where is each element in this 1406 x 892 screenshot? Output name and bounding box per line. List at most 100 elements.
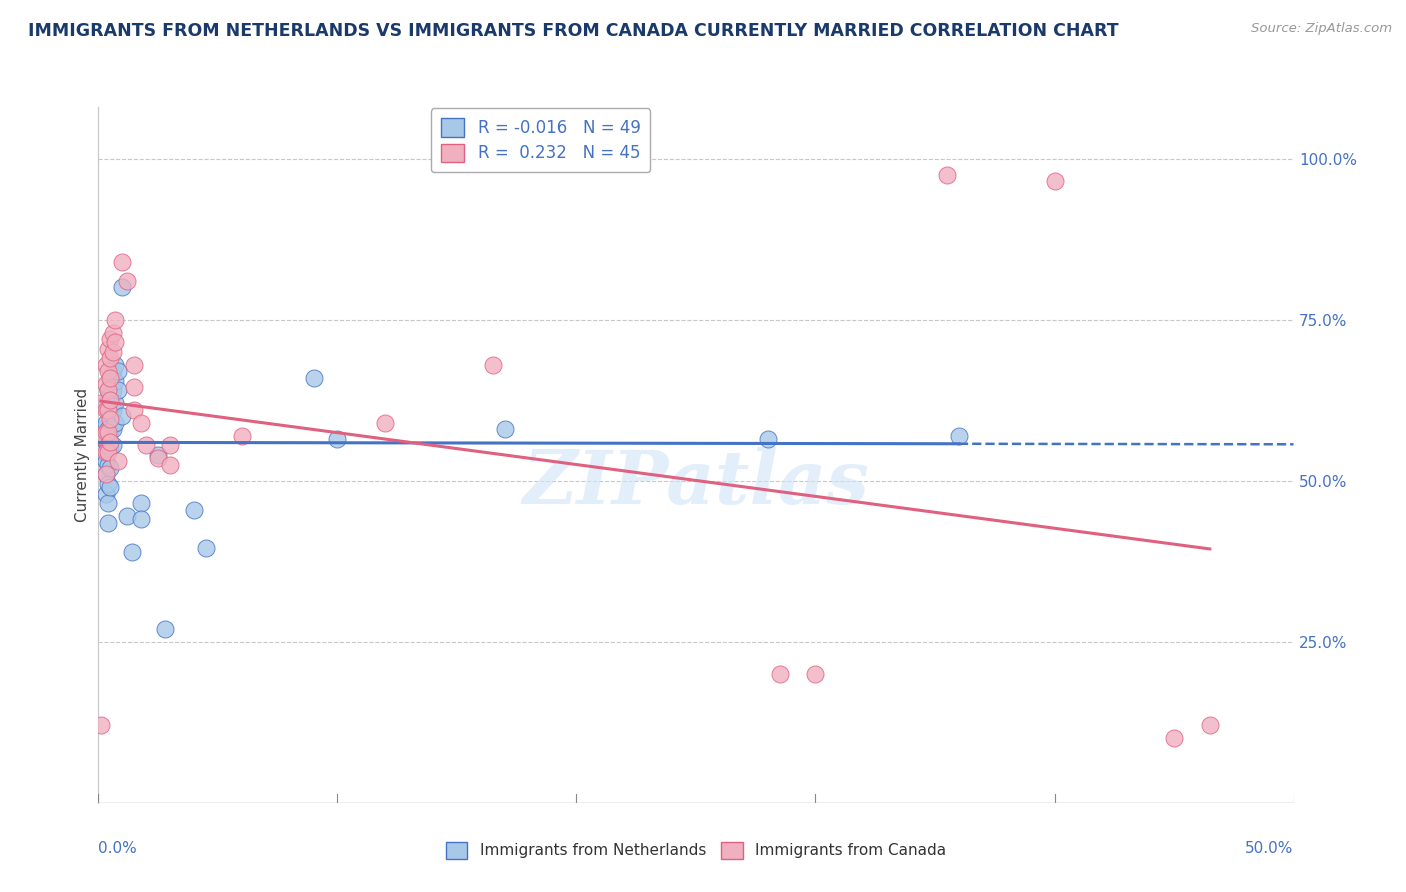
- Point: [231, 428, 253, 442]
- Point: [91, 422, 114, 436]
- Point: [98, 370, 122, 384]
- Point: [97, 496, 120, 510]
- Point: [148, 451, 170, 466]
- Point: [104, 312, 127, 326]
- Point: [90, 718, 112, 732]
- Point: [94, 358, 117, 372]
- Point: [111, 409, 134, 424]
- Point: [131, 512, 153, 526]
- Point: [98, 460, 122, 475]
- Point: [756, 432, 779, 446]
- Point: [98, 480, 122, 494]
- Point: [104, 416, 127, 430]
- Point: [107, 454, 129, 468]
- Point: [98, 406, 122, 420]
- Point: [374, 416, 396, 430]
- Point: [97, 402, 120, 417]
- Point: [97, 438, 120, 452]
- Point: [948, 428, 970, 442]
- Point: [494, 422, 516, 436]
- Point: [135, 438, 157, 452]
- Point: [148, 448, 170, 462]
- Point: [94, 435, 117, 450]
- Point: [124, 380, 146, 394]
- Point: [1198, 718, 1220, 732]
- Point: [98, 370, 122, 384]
- Point: [97, 402, 120, 417]
- Point: [159, 458, 181, 472]
- Point: [94, 377, 117, 392]
- Text: 0.0%: 0.0%: [98, 841, 138, 856]
- Text: ZIPatlas: ZIPatlas: [523, 447, 869, 519]
- Point: [124, 402, 146, 417]
- Point: [121, 544, 143, 558]
- Point: [115, 509, 138, 524]
- Text: Source: ZipAtlas.com: Source: ZipAtlas.com: [1251, 22, 1392, 36]
- Point: [94, 402, 117, 417]
- Point: [1163, 731, 1185, 746]
- Point: [159, 438, 181, 452]
- Point: [104, 358, 127, 372]
- Legend: Immigrants from Netherlands, Immigrants from Canada: Immigrants from Netherlands, Immigrants …: [440, 836, 952, 864]
- Point: [101, 384, 124, 398]
- Point: [94, 425, 117, 440]
- Point: [91, 444, 114, 458]
- Point: [94, 396, 117, 410]
- Point: [936, 168, 959, 182]
- Point: [98, 386, 122, 401]
- Point: [101, 422, 124, 436]
- Point: [97, 342, 120, 356]
- Point: [94, 467, 117, 482]
- Point: [326, 432, 349, 446]
- Point: [104, 396, 127, 410]
- Point: [155, 622, 177, 636]
- Point: [194, 541, 218, 556]
- Point: [98, 332, 122, 346]
- Point: [97, 364, 120, 378]
- Point: [98, 435, 122, 450]
- Point: [94, 416, 117, 430]
- Point: [97, 476, 120, 491]
- Point: [107, 384, 129, 398]
- Point: [101, 364, 124, 378]
- Point: [98, 412, 122, 426]
- Point: [804, 667, 827, 681]
- Point: [302, 370, 325, 384]
- Point: [104, 374, 127, 388]
- Point: [111, 280, 134, 294]
- Point: [131, 496, 153, 510]
- Point: [98, 351, 122, 366]
- Point: [98, 425, 122, 440]
- Point: [94, 467, 117, 482]
- Text: 50.0%: 50.0%: [1246, 841, 1294, 856]
- Point: [97, 425, 120, 440]
- Point: [183, 502, 205, 516]
- Point: [97, 516, 120, 530]
- Point: [101, 402, 124, 417]
- Point: [97, 422, 120, 436]
- Point: [111, 254, 134, 268]
- Point: [94, 454, 117, 468]
- Point: [768, 667, 790, 681]
- Point: [1043, 174, 1066, 188]
- Point: [90, 428, 112, 442]
- Point: [97, 384, 120, 398]
- Point: [131, 416, 153, 430]
- Point: [115, 274, 138, 288]
- Point: [98, 393, 122, 408]
- Point: [94, 486, 117, 500]
- Point: [104, 335, 127, 350]
- Point: [101, 438, 124, 452]
- Point: [107, 364, 129, 378]
- Point: [101, 344, 124, 359]
- Text: IMMIGRANTS FROM NETHERLANDS VS IMMIGRANTS FROM CANADA CURRENTLY MARRIED CORRELAT: IMMIGRANTS FROM NETHERLANDS VS IMMIGRANT…: [28, 22, 1119, 40]
- Point: [97, 444, 120, 458]
- Point: [101, 326, 124, 340]
- Y-axis label: Currently Married: Currently Married: [75, 388, 90, 522]
- Point: [481, 358, 505, 372]
- Point: [97, 384, 120, 398]
- Point: [94, 444, 117, 458]
- Point: [124, 358, 146, 372]
- Point: [90, 396, 112, 410]
- Point: [98, 442, 122, 456]
